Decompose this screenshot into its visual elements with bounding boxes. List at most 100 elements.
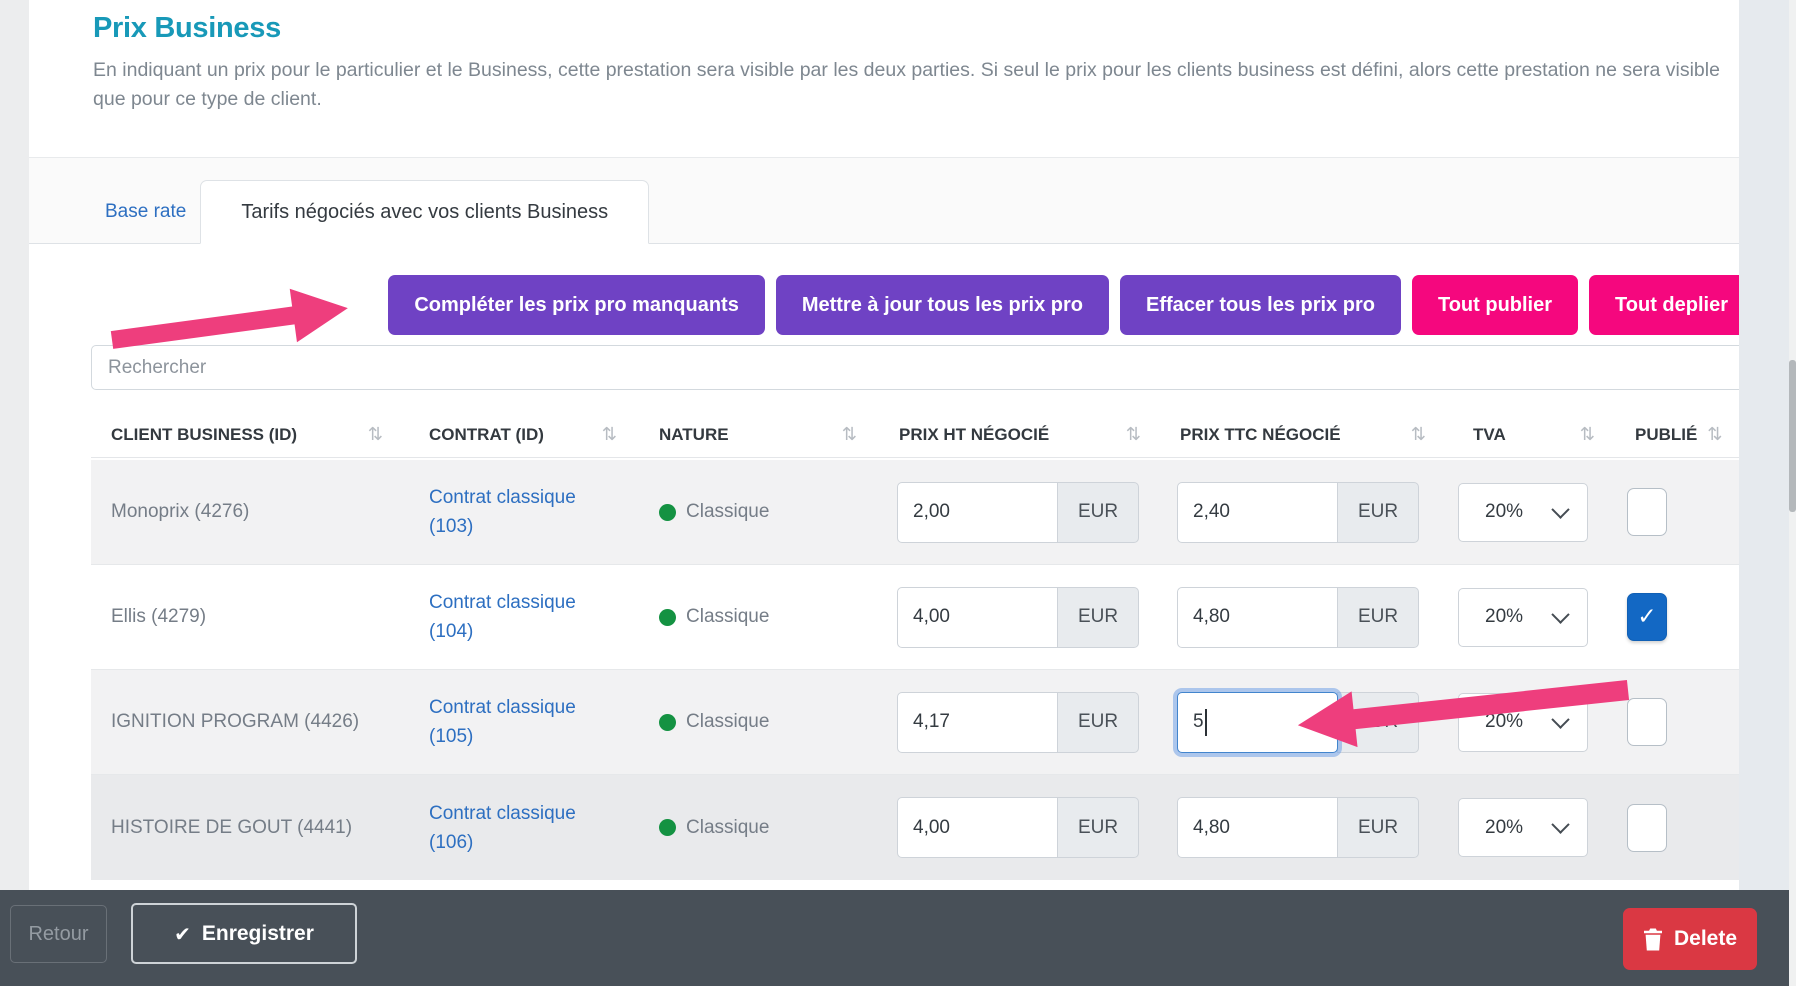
status-dot-icon bbox=[659, 819, 676, 836]
column-header-nature[interactable]: NATURE ⇅ bbox=[659, 424, 857, 445]
price-ht-group: EUR bbox=[897, 586, 1140, 648]
contract-link[interactable]: Contrat classique (105) bbox=[429, 697, 576, 747]
price-ht-input[interactable] bbox=[897, 691, 1058, 753]
sort-icon[interactable]: ⇅ bbox=[1125, 424, 1141, 445]
sort-icon[interactable]: ⇅ bbox=[367, 424, 383, 445]
complete-missing-prices-button[interactable]: Compléter les prix pro manquants bbox=[388, 275, 765, 335]
column-header-contrat[interactable]: CONTRAT (ID) ⇅ bbox=[429, 424, 617, 445]
column-header-client-business[interactable]: CLIENT BUSINESS (ID) ⇅ bbox=[111, 424, 383, 445]
tab-base-rate[interactable]: Base rate bbox=[105, 201, 187, 222]
price-ttc-input[interactable] bbox=[1177, 586, 1338, 648]
price-ttc-wrap bbox=[1177, 797, 1338, 858]
client-name: Monoprix (4276) bbox=[111, 501, 250, 522]
price-ht-group: EUR bbox=[897, 481, 1140, 543]
tva-value: 20% bbox=[1485, 501, 1524, 522]
contract-link[interactable]: Contrat classique (103) bbox=[429, 487, 576, 537]
content-card: Prix Business En indiquant un prix pour … bbox=[29, 0, 1754, 890]
currency-addon: EUR bbox=[1057, 797, 1139, 858]
currency-addon: EUR bbox=[1337, 797, 1419, 858]
contract-link[interactable]: Contrat classique (106) bbox=[429, 802, 576, 853]
price-ttc-wrap bbox=[1177, 481, 1338, 543]
tva-select[interactable]: 20% bbox=[1458, 692, 1588, 752]
check-icon: ✔ bbox=[174, 921, 191, 946]
currency-addon: EUR bbox=[1057, 691, 1139, 753]
chevron-down-icon bbox=[1551, 709, 1570, 729]
tva-select[interactable]: 20% bbox=[1458, 587, 1588, 647]
published-checkbox[interactable] bbox=[1627, 488, 1667, 536]
price-ttc-input[interactable] bbox=[1177, 797, 1338, 858]
search-input[interactable] bbox=[91, 345, 1754, 390]
footer-action-bar: Retour ✔ Enregistrer Delete bbox=[0, 890, 1789, 986]
price-ht-input[interactable] bbox=[897, 797, 1058, 858]
client-name: IGNITION PROGRAM (4426) bbox=[111, 711, 360, 732]
price-ttc-input[interactable] bbox=[1177, 691, 1338, 753]
currency-addon: EUR bbox=[1337, 691, 1419, 753]
expand-all-button[interactable]: Tout deplier bbox=[1589, 275, 1754, 335]
check-icon: ✓ bbox=[1637, 604, 1657, 630]
client-name: HISTOIRE DE GOUT (4441) bbox=[111, 816, 353, 838]
delete-button[interactable]: Delete bbox=[1623, 908, 1757, 970]
published-checkbox[interactable] bbox=[1627, 803, 1667, 852]
sort-icon[interactable]: ⇅ bbox=[601, 424, 617, 445]
sort-icon[interactable]: ⇅ bbox=[841, 424, 857, 445]
sort-icon[interactable]: ⇅ bbox=[1707, 424, 1723, 445]
price-ttc-group: EUR bbox=[1177, 586, 1420, 648]
nature-label: Classique bbox=[686, 816, 770, 838]
tva-value: 20% bbox=[1485, 816, 1524, 838]
price-ht-group: EUR bbox=[897, 797, 1140, 858]
column-header-publie[interactable]: PUBLIÉ ⇅ bbox=[1635, 424, 1723, 445]
sort-icon[interactable]: ⇅ bbox=[1410, 424, 1426, 445]
client-name: Ellis (4279) bbox=[111, 606, 207, 627]
published-checkbox[interactable]: ✓ bbox=[1627, 593, 1667, 641]
delete-button-label: Delete bbox=[1673, 927, 1738, 950]
price-ttc-wrap bbox=[1177, 586, 1338, 648]
sort-icon[interactable]: ⇅ bbox=[1579, 424, 1595, 445]
save-button[interactable]: ✔ Enregistrer bbox=[131, 903, 357, 964]
column-header-tva[interactable]: TVA ⇅ bbox=[1473, 424, 1595, 445]
price-ttc-group: EUR bbox=[1177, 481, 1420, 543]
chevron-down-icon bbox=[1551, 604, 1570, 624]
clear-all-prices-button[interactable]: Effacer tous les prix pro bbox=[1120, 275, 1401, 335]
tva-value: 20% bbox=[1485, 711, 1524, 732]
table-row: Monoprix (4276) Contrat classique (103) … bbox=[91, 460, 1754, 565]
chevron-down-icon bbox=[1551, 815, 1570, 834]
page-title: Prix Business bbox=[93, 12, 281, 44]
currency-addon: EUR bbox=[1057, 481, 1139, 543]
price-ht-group: EUR bbox=[897, 691, 1140, 753]
chevron-down-icon bbox=[1551, 499, 1570, 519]
trash-icon bbox=[1643, 928, 1662, 950]
column-header-prix-ht[interactable]: PRIX HT NÉGOCIÉ ⇅ bbox=[899, 424, 1141, 445]
page-description: En indiquant un prix pour le particulier… bbox=[93, 59, 1720, 110]
table-row: IGNITION PROGRAM (4426) Contrat classiqu… bbox=[91, 670, 1754, 775]
nature-label: Classique bbox=[686, 711, 770, 732]
back-button[interactable]: Retour bbox=[10, 905, 107, 963]
status-dot-icon bbox=[659, 503, 676, 521]
scrollbar-thumb[interactable] bbox=[1789, 360, 1796, 512]
price-ht-input[interactable] bbox=[897, 481, 1058, 543]
price-ttc-group: EUR bbox=[1177, 691, 1420, 753]
price-ttc-wrap bbox=[1177, 691, 1338, 753]
bulk-actions-row: Compléter les prix pro manquants Mettre … bbox=[91, 275, 1754, 335]
inner-scroll-gutter bbox=[1739, 0, 1789, 890]
price-ttc-group: EUR bbox=[1177, 797, 1420, 858]
published-checkbox[interactable] bbox=[1627, 698, 1667, 746]
currency-addon: EUR bbox=[1057, 586, 1139, 648]
contract-link[interactable]: Contrat classique (104) bbox=[429, 592, 576, 642]
tva-select[interactable]: 20% bbox=[1458, 482, 1588, 542]
table-header: CLIENT BUSINESS (ID) ⇅ CONTRAT (ID) ⇅ NA… bbox=[91, 412, 1754, 458]
tab-tarifs-negocies[interactable]: Tarifs négociés avec vos clients Busines… bbox=[200, 180, 650, 244]
price-ht-input[interactable] bbox=[897, 586, 1058, 648]
nature-label: Classique bbox=[686, 501, 770, 522]
price-ttc-input[interactable] bbox=[1177, 481, 1338, 543]
update-all-prices-button[interactable]: Mettre à jour tous les prix pro bbox=[775, 275, 1109, 335]
nature-label: Classique bbox=[686, 606, 770, 627]
table-row: HISTOIRE DE GOUT (4441) Contrat classiqu… bbox=[91, 775, 1754, 880]
publish-all-button[interactable]: Tout publier bbox=[1411, 275, 1579, 335]
tva-select[interactable]: 20% bbox=[1458, 798, 1588, 857]
table-body: Monoprix (4276) Contrat classique (103) … bbox=[91, 460, 1754, 880]
tab-bar: Base rate Tarifs négociés avec vos clien… bbox=[29, 157, 1739, 244]
column-header-prix-ttc[interactable]: PRIX TTC NÉGOCIÉ ⇅ bbox=[1180, 424, 1426, 445]
currency-addon: EUR bbox=[1337, 586, 1419, 648]
save-button-label: Enregistrer bbox=[201, 921, 314, 945]
status-dot-icon bbox=[659, 608, 676, 626]
